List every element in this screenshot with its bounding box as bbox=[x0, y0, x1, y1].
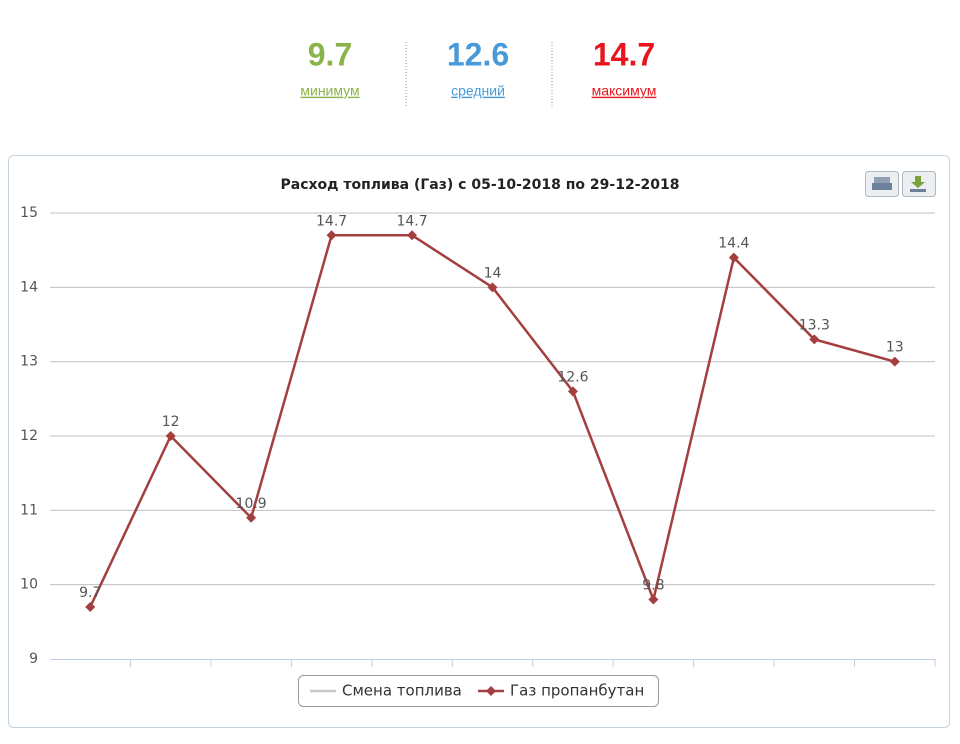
marker bbox=[728, 252, 739, 263]
chart-title: Расход топлива (Газ) с 05-10-2018 по 29-… bbox=[281, 177, 680, 193]
marker bbox=[246, 512, 257, 523]
data-label: 9.8 bbox=[642, 578, 664, 594]
marker bbox=[487, 282, 498, 293]
stat-link[interactable]: средний bbox=[451, 83, 505, 99]
print-button[interactable] bbox=[865, 171, 899, 197]
marker bbox=[165, 431, 176, 441]
data-label: 14 bbox=[484, 265, 502, 281]
y-tick-label: 10 bbox=[20, 577, 38, 593]
data-label: 13.3 bbox=[799, 317, 830, 333]
y-tick-label: 13 bbox=[20, 354, 38, 370]
y-tick-label: 11 bbox=[20, 502, 38, 518]
chart-frame bbox=[8, 155, 950, 728]
data-label: 14.4 bbox=[718, 236, 749, 252]
stat-link[interactable]: максимум bbox=[592, 83, 657, 99]
stat-value: 12.6 bbox=[447, 36, 509, 72]
y-tick-label: 9 bbox=[29, 651, 38, 667]
legend-label[interactable]: Смена топлива bbox=[342, 682, 462, 700]
download-button[interactable] bbox=[902, 171, 936, 197]
data-label: 14.7 bbox=[316, 213, 347, 229]
legend-label[interactable]: Газ пропанбутан bbox=[510, 682, 644, 700]
marker bbox=[407, 230, 418, 241]
data-label: 10.9 bbox=[236, 496, 267, 512]
y-tick-label: 15 bbox=[20, 205, 38, 221]
stat-link[interactable]: минимум bbox=[300, 83, 359, 99]
legend-marker bbox=[486, 686, 496, 696]
data-label: 13 bbox=[886, 340, 904, 356]
marker bbox=[326, 230, 337, 241]
marker bbox=[809, 334, 820, 345]
marker bbox=[889, 356, 900, 367]
y-tick-label: 12 bbox=[20, 428, 38, 444]
data-label: 12 bbox=[162, 414, 180, 430]
data-label: 9.7 bbox=[79, 585, 101, 601]
y-tick-label: 14 bbox=[20, 279, 38, 295]
data-label: 12.6 bbox=[557, 369, 588, 385]
marker bbox=[85, 601, 96, 612]
marker bbox=[567, 386, 578, 397]
data-label: 14.7 bbox=[396, 213, 427, 229]
stat-value: 9.7 bbox=[308, 36, 352, 72]
marker bbox=[648, 594, 659, 605]
stat-value: 14.7 bbox=[593, 36, 655, 72]
